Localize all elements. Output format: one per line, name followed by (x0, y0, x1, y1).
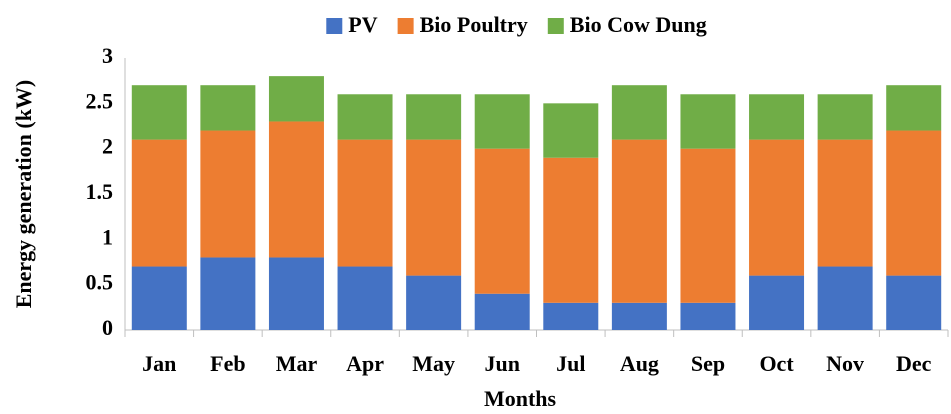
bar-segment (680, 148, 736, 303)
x-tick-label: Jul (556, 351, 585, 376)
bar-segment (817, 139, 873, 267)
bar-segment (611, 85, 667, 140)
legend-swatch (397, 18, 414, 34)
y-tick-label: 2 (102, 134, 113, 159)
bar-segment (543, 157, 599, 303)
bar-segment (131, 139, 187, 267)
bar-segment (406, 139, 462, 276)
bar-segment (474, 293, 530, 330)
legend-label: Bio Poultry (420, 12, 528, 37)
x-tick-label: Jun (484, 351, 519, 376)
bar-segment (268, 257, 324, 330)
bar-segment (200, 85, 256, 131)
x-tick-label: Aug (620, 351, 659, 376)
bar-segment (749, 139, 805, 276)
bar-segment (886, 85, 942, 131)
bar-segment (268, 121, 324, 258)
legend-label: Bio Cow Dung (570, 12, 707, 37)
bar-segment (474, 94, 530, 149)
bar-segment (817, 266, 873, 330)
legend-swatch (326, 18, 343, 34)
y-tick-label: 1 (102, 224, 113, 249)
bar-segment (200, 130, 256, 258)
x-axis-title: Months (484, 386, 557, 411)
bar-segment (749, 275, 805, 330)
bar-segment (886, 130, 942, 276)
bar-segment (406, 275, 462, 330)
x-tick-label: Jan (142, 351, 176, 376)
legend-swatch (547, 18, 564, 34)
bar-segment (268, 76, 324, 122)
x-tick-label: Apr (346, 351, 384, 376)
bar-segment (817, 94, 873, 140)
bar-segment (131, 266, 187, 330)
bar-segment (200, 257, 256, 330)
y-tick-label: 2.5 (86, 88, 114, 113)
y-axis-title: Energy generation (kW) (11, 80, 36, 309)
y-tick-label: 1.5 (86, 179, 114, 204)
bar-segment (474, 148, 530, 294)
bar-segment (543, 302, 599, 330)
y-tick-label: 0.5 (86, 270, 114, 295)
x-tick-label: Dec (896, 351, 932, 376)
y-tick-label: 3 (102, 43, 113, 68)
bar-segment (543, 103, 599, 158)
bar-segment (131, 85, 187, 140)
bar-segment (611, 139, 667, 303)
bar-segment (749, 94, 805, 140)
bar-segment (886, 275, 942, 330)
x-tick-label: Oct (759, 351, 794, 376)
bar-segment (611, 302, 667, 330)
bar-segment (337, 94, 393, 140)
bar-segment (337, 139, 393, 267)
bar-segment (337, 266, 393, 330)
x-tick-label: Nov (826, 351, 864, 376)
x-tick-label: May (412, 351, 455, 376)
bar-segment (680, 302, 736, 330)
bar-segment (406, 94, 462, 140)
y-tick-label: 0 (102, 315, 113, 340)
x-tick-label: Mar (276, 351, 318, 376)
x-tick-label: Sep (691, 351, 725, 376)
legend-label: PV (348, 12, 377, 37)
bar-segment (680, 94, 736, 149)
x-tick-label: Feb (210, 351, 245, 376)
